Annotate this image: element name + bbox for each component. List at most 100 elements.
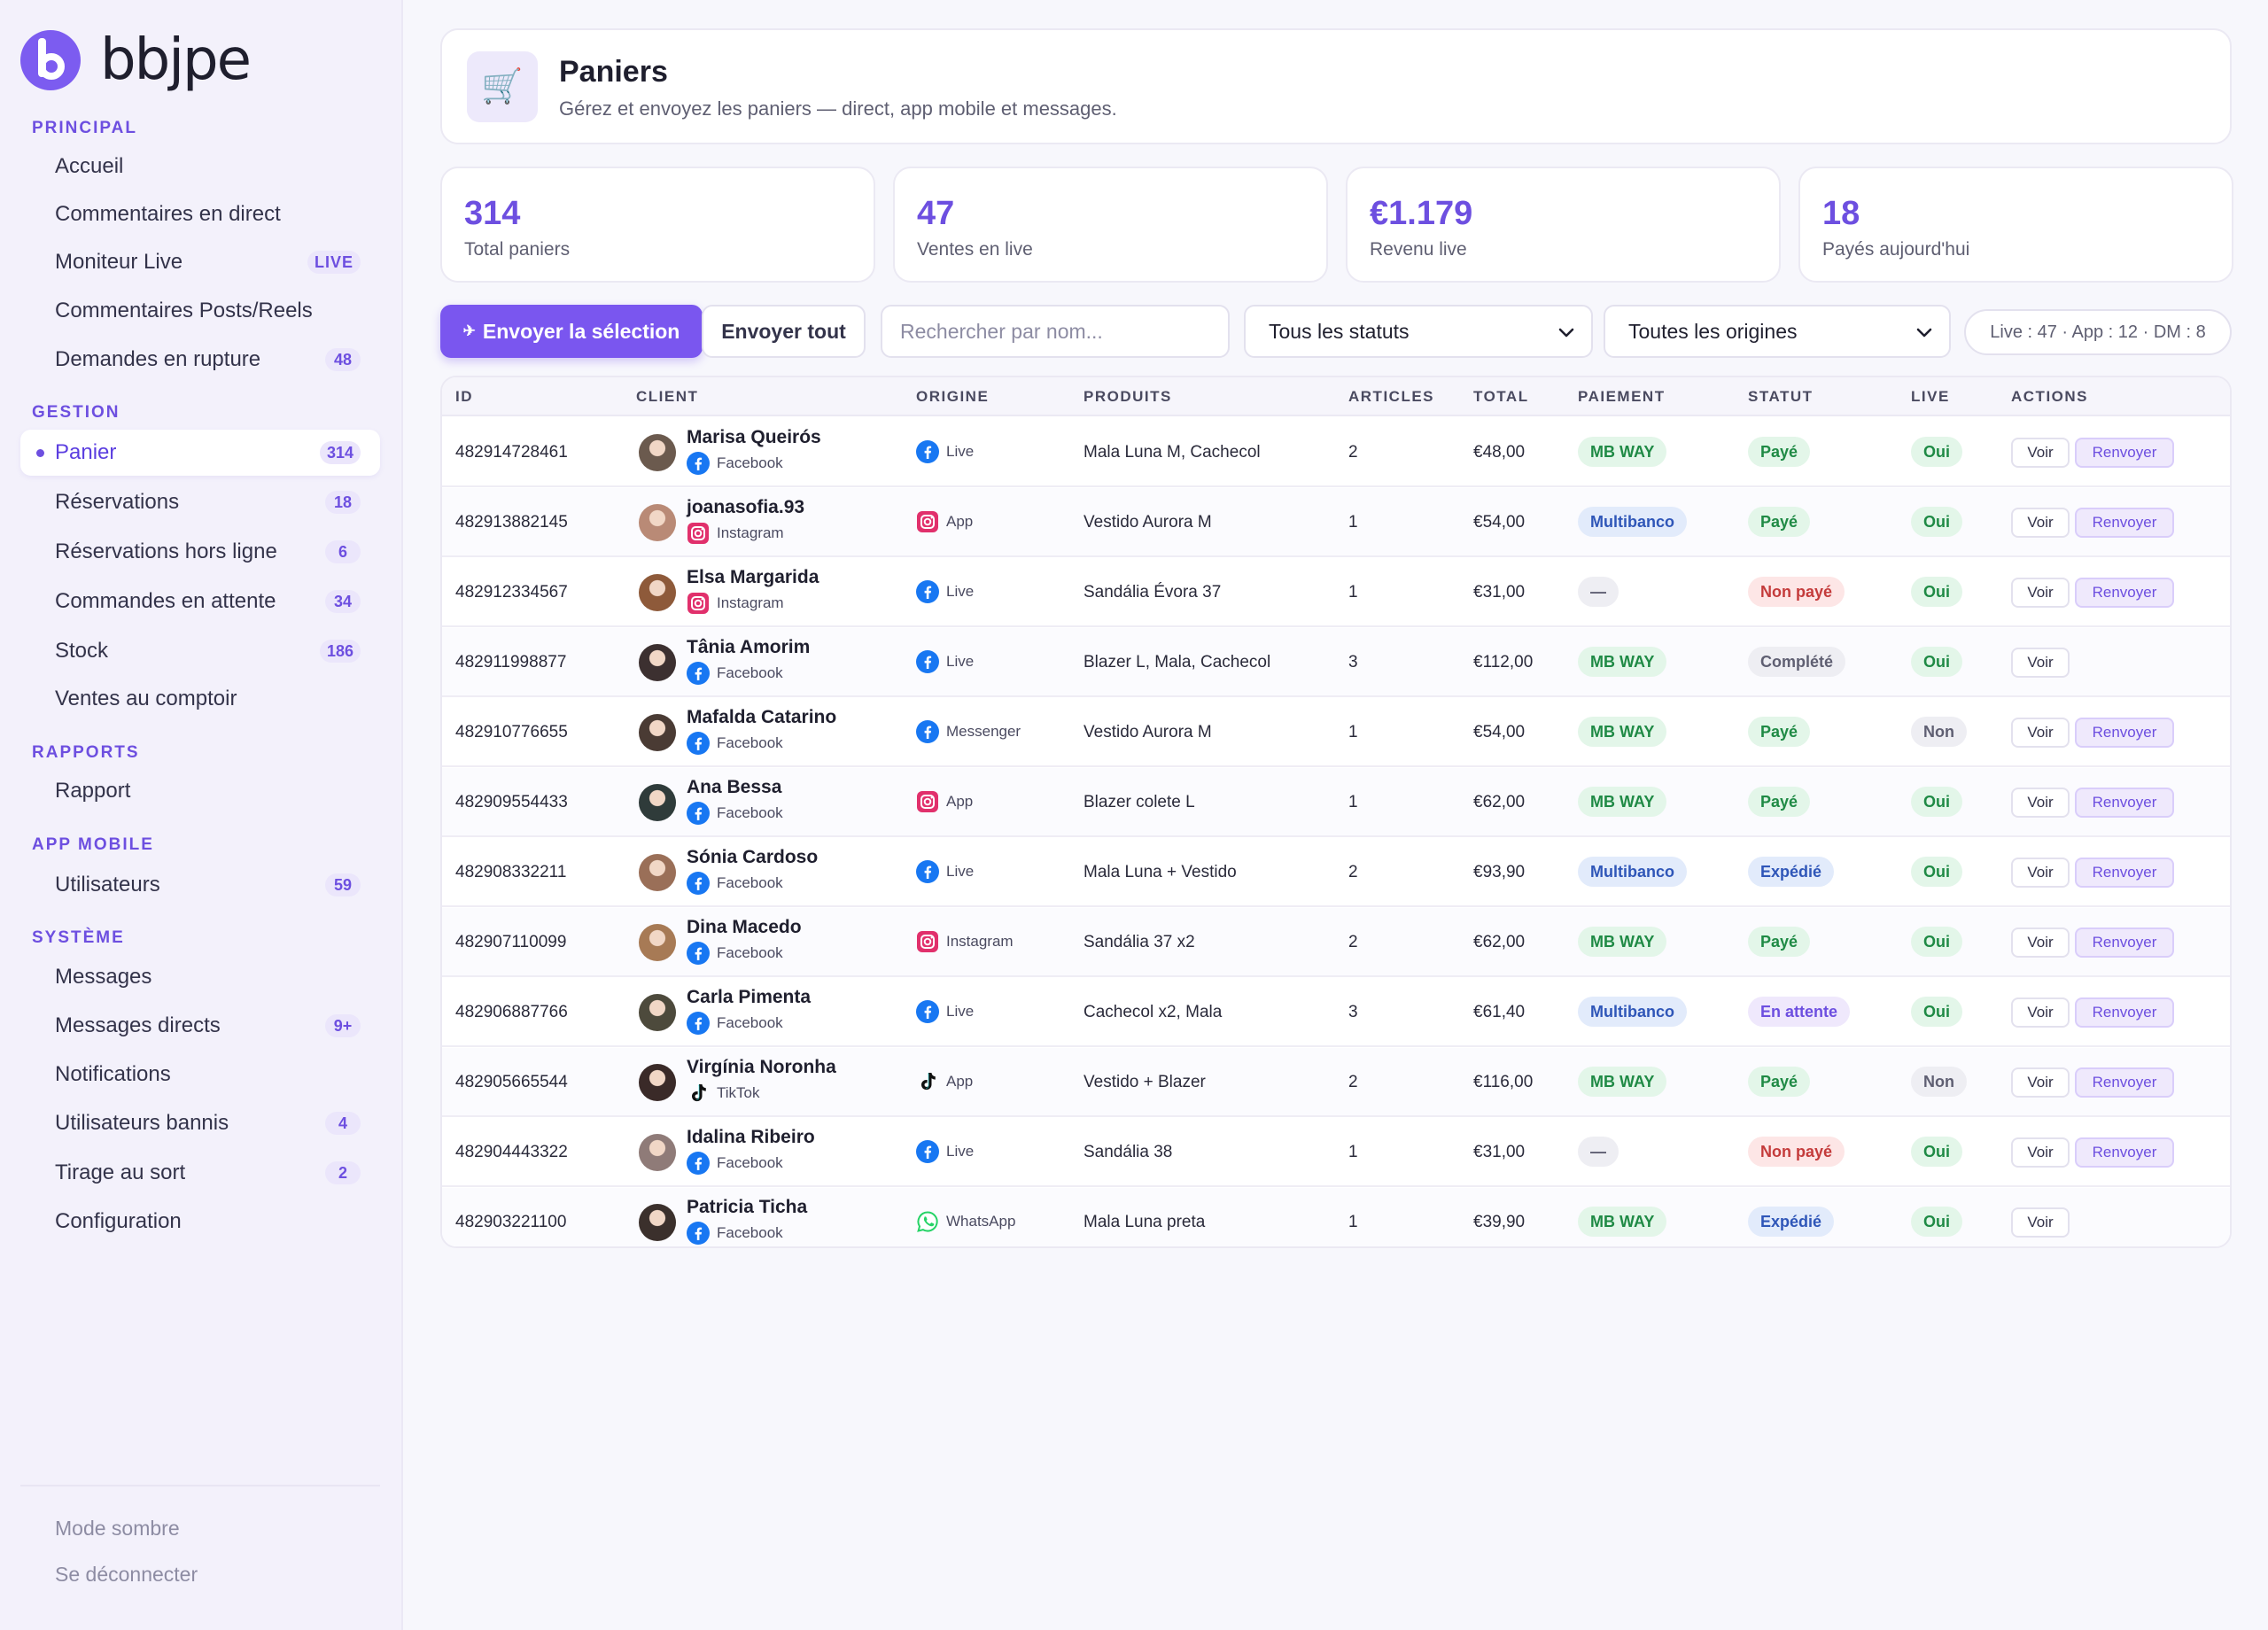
resend-button[interactable]: Renvoyer <box>2075 578 2174 608</box>
sidebar-item-commentaires-posts[interactable]: Commentaires Posts/Reels <box>20 288 380 334</box>
table-row[interactable]: 482914728461 Marisa Queirós Facebook Live Ma… <box>442 418 2230 487</box>
column-header[interactable]: STATUT <box>1748 388 1814 405</box>
client-name[interactable]: Idalina Ribeiro <box>687 1127 815 1147</box>
sidebar-item-rapport[interactable]: Rapport <box>20 768 380 814</box>
payment-badge: MB WAY <box>1578 647 1667 677</box>
sidebar-item-label: Utilisateurs bannis <box>55 1111 229 1135</box>
stat-label: Revenu live <box>1370 239 1467 260</box>
sidebar-item-messages[interactable]: Messages <box>20 954 380 1000</box>
sidebar-item-label: Moniteur Live <box>55 250 183 274</box>
count-badge: 314 <box>319 441 361 464</box>
sidebar-item-commentaires-direct[interactable]: Commentaires en direct <box>20 191 380 237</box>
resend-button[interactable]: Renvoyer <box>2075 1067 2174 1098</box>
brand-logo[interactable]: bbjpe <box>20 30 252 90</box>
column-header[interactable]: PAIEMENT <box>1578 388 1666 405</box>
table-row[interactable]: 482908332211 Sónia Cardoso Facebook Live Mal… <box>442 838 2230 907</box>
column-header[interactable]: LIVE <box>1911 388 1950 405</box>
client-name[interactable]: Mafalda Catarino <box>687 707 837 727</box>
resend-button[interactable]: Renvoyer <box>2075 508 2174 538</box>
client-name[interactable]: Dina Macedo <box>687 917 802 937</box>
logout-button[interactable]: Se déconnecter <box>55 1563 198 1586</box>
sidebar-item-moniteur-live[interactable]: Moniteur Live LIVE <box>20 239 380 285</box>
client-name[interactable]: Elsa Margarida <box>687 567 819 587</box>
client-name[interactable]: Patricia Ticha <box>687 1197 808 1217</box>
live-badge: Oui <box>1911 997 1962 1027</box>
view-button[interactable]: Voir <box>2011 928 2070 958</box>
table-row[interactable]: 482906887766 Carla Pimenta Facebook Live Cac… <box>442 978 2230 1047</box>
client-name[interactable]: Virgínia Noronha <box>687 1057 836 1077</box>
page-subtitle: Gérez et envoyez les paniers — direct, a… <box>559 97 1117 120</box>
resend-button[interactable]: Renvoyer <box>2075 928 2174 958</box>
table-row[interactable]: 482904443322 Idalina Ribeiro Facebook Live S… <box>442 1118 2230 1187</box>
articles-count: 1 <box>1348 1143 1358 1161</box>
view-button[interactable]: Voir <box>2011 1067 2070 1098</box>
table-row[interactable]: 482910776655 Mafalda Catarino Facebook Mess… <box>442 698 2230 767</box>
client-name[interactable]: Tânia Amorim <box>687 637 811 657</box>
view-button[interactable]: Voir <box>2011 508 2070 538</box>
column-header[interactable]: ARTICLES <box>1348 388 1434 405</box>
facebook-icon <box>916 1000 939 1023</box>
column-header[interactable]: ID <box>455 388 473 405</box>
view-button[interactable]: Voir <box>2011 858 2070 888</box>
dark-mode-toggle[interactable]: Mode sombre <box>55 1517 180 1540</box>
client-name[interactable]: Carla Pimenta <box>687 987 812 1007</box>
sidebar-item-reservations[interactable]: Réservations 18 <box>20 479 380 525</box>
send-all-button[interactable]: Envoyer tout <box>702 305 866 358</box>
search-input[interactable] <box>881 305 1230 358</box>
client-name[interactable]: joanasofia.93 <box>687 497 805 517</box>
sidebar-item-demandes-rupture[interactable]: Demandes en rupture 48 <box>20 337 380 383</box>
table-row[interactable]: 482909554433 Ana Bessa Facebook App Blazer c… <box>442 768 2230 837</box>
sidebar-item-configuration[interactable]: Configuration <box>20 1199 380 1245</box>
resend-button[interactable]: Renvoyer <box>2075 858 2174 888</box>
view-button[interactable]: Voir <box>2011 718 2070 748</box>
resend-button[interactable]: Renvoyer <box>2075 788 2174 818</box>
sidebar-item-utilisateurs-bannis[interactable]: Utilisateurs bannis 4 <box>20 1100 380 1146</box>
view-button[interactable]: Voir <box>2011 1137 2070 1168</box>
sidebar-item-reservations-hors-ligne[interactable]: Réservations hors ligne 6 <box>20 529 380 575</box>
table-row[interactable]: 482905665544 Virgínia Noronha TikTok App Ves… <box>442 1048 2230 1117</box>
status-filter-select[interactable]: Tous les statuts <box>1244 305 1593 358</box>
column-header[interactable]: CLIENT <box>636 388 699 405</box>
origin: Instagram <box>916 930 1014 953</box>
client-source-label: Facebook <box>717 1154 783 1171</box>
payment-badge: Multibanco <box>1578 857 1687 887</box>
table-row[interactable]: 482912334567 Elsa Margarida Instagram Live S… <box>442 558 2230 627</box>
sidebar-item-panier[interactable]: Panier 314 <box>20 430 380 476</box>
sidebar-item-accueil[interactable]: Accueil <box>20 144 380 190</box>
resend-button[interactable]: Renvoyer <box>2075 438 2174 468</box>
table-row[interactable]: 482907110099 Dina Macedo Facebook Instagram… <box>442 908 2230 977</box>
sidebar-item-tirage[interactable]: Tirage au sort 2 <box>20 1150 380 1196</box>
column-header[interactable]: PRODUITS <box>1084 388 1172 405</box>
client-name[interactable]: Ana Bessa <box>687 777 782 797</box>
table-row[interactable]: 482911998877 Tânia Amorim Facebook Live Blaz… <box>442 628 2230 697</box>
count-badge: 2 <box>325 1161 361 1184</box>
view-button[interactable]: Voir <box>2011 438 2070 468</box>
facebook-icon <box>687 942 710 965</box>
view-button[interactable]: Voir <box>2011 997 2070 1028</box>
sidebar-item-ventes-comptoir[interactable]: Ventes au comptoir <box>20 676 380 722</box>
view-button[interactable]: Voir <box>2011 648 2070 678</box>
client-name[interactable]: Sónia Cardoso <box>687 847 819 867</box>
column-header[interactable]: ACTIONS <box>2011 388 2088 405</box>
products: Sandália Évora 37 <box>1084 583 1222 602</box>
view-button[interactable]: Voir <box>2011 1207 2070 1238</box>
resend-button[interactable]: Renvoyer <box>2075 718 2174 748</box>
cart-id: 482903221100 <box>455 1213 567 1231</box>
table-row[interactable]: 482913882145 joanasofia.93 Instagram App Ves… <box>442 488 2230 557</box>
sidebar-item-notifications[interactable]: Notifications <box>20 1052 380 1098</box>
client-name[interactable]: Marisa Queirós <box>687 427 821 447</box>
view-button[interactable]: Voir <box>2011 578 2070 608</box>
view-button[interactable]: Voir <box>2011 788 2070 818</box>
sidebar-item-utilisateurs[interactable]: Utilisateurs 59 <box>20 862 380 908</box>
products: Mala Luna M, Cachecol <box>1084 443 1261 462</box>
column-header[interactable]: ORIGINE <box>916 388 990 405</box>
column-header[interactable]: TOTAL <box>1473 388 1529 405</box>
resend-button[interactable]: Renvoyer <box>2075 997 2174 1028</box>
send-selection-button[interactable]: ✈ Envoyer la sélection <box>440 305 703 358</box>
table-row[interactable]: 482903221100 Patricia Ticha Facebook WhatsA… <box>442 1188 2230 1246</box>
sidebar-item-stock[interactable]: Stock 186 <box>20 628 380 674</box>
origin-filter-select[interactable]: Toutes les origines <box>1604 305 1951 358</box>
resend-button[interactable]: Renvoyer <box>2075 1137 2174 1168</box>
sidebar-item-messages-directs[interactable]: Messages directs 9+ <box>20 1003 380 1049</box>
sidebar-item-commandes-attente[interactable]: Commandes en attente 34 <box>20 578 380 625</box>
